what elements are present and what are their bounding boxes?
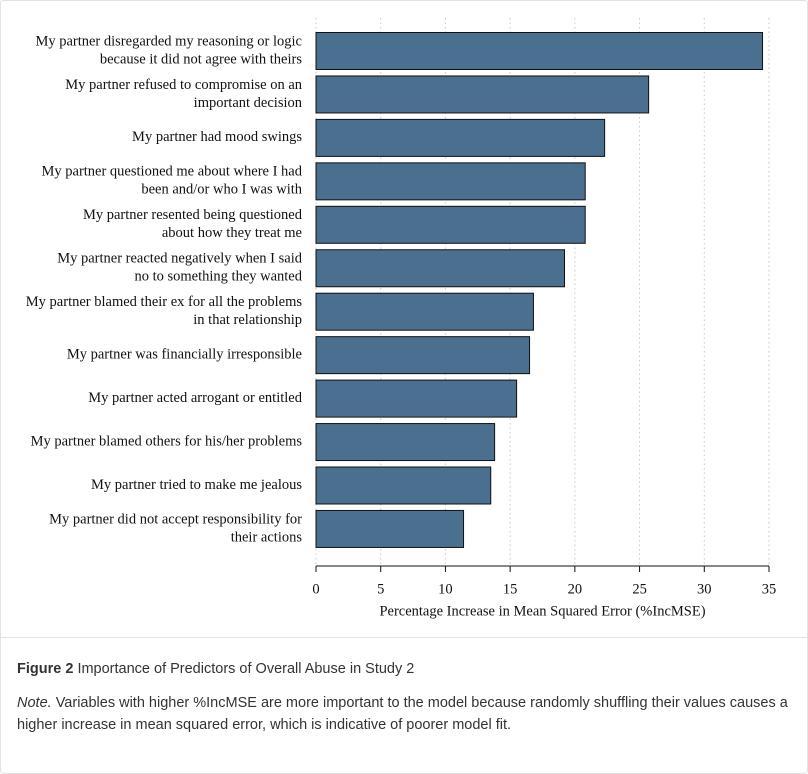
y-tick-label: My partner disregarded my reasoning or l… <box>35 33 302 49</box>
bar <box>315 292 534 331</box>
divider <box>0 637 808 638</box>
y-tick-label: because it did not agree with theirs <box>100 51 302 67</box>
x-tick-label: 25 <box>632 581 647 597</box>
bar <box>315 336 531 375</box>
note-text: Variables with higher %IncMSE are more i… <box>17 695 788 733</box>
y-tick-label: My partner blamed others for his/her pro… <box>31 433 303 449</box>
x-tick-label: 10 <box>438 581 453 597</box>
y-tick-label: My partner reacted negatively when I sai… <box>57 251 303 267</box>
y-tick-label: My partner had mood swings <box>132 129 302 145</box>
y-tick-label: My partner tried to make me jealous <box>91 477 302 493</box>
x-axis-label: Percentage Increase in Mean Squared Erro… <box>379 603 705 619</box>
x-tick-label: 0 <box>312 581 319 597</box>
y-tick-label: been and/or who I was with <box>141 182 302 198</box>
bar <box>315 32 764 70</box>
x-tick-label: 5 <box>377 581 384 597</box>
bar <box>315 205 586 244</box>
x-tick-label: 35 <box>762 581 777 597</box>
y-tick-label: important decision <box>194 95 303 111</box>
caption-title-line: Figure 2 Importance of Predictors of Ove… <box>17 658 792 680</box>
bar <box>315 379 518 418</box>
x-tick-label: 15 <box>503 581 518 597</box>
caption: Figure 2 Importance of Predictors of Ove… <box>17 658 792 748</box>
y-tick-label: My partner resented being questioned <box>83 207 303 223</box>
chart: 0 5 10 15 20 25 30 35 Percentage Increase in Mea… <box>26 18 777 619</box>
y-tick-label: no to something they wanted <box>134 269 302 285</box>
y-tick-label: about how they treat me <box>162 225 302 241</box>
figure-title: Importance of Predictors of Overall Abus… <box>77 661 415 677</box>
note-label: Note. <box>17 695 52 711</box>
y-tick-label: in that relationship <box>193 312 302 328</box>
y-tick-label: My partner did not accept responsibility… <box>49 511 302 527</box>
bar <box>315 509 465 548</box>
bar <box>315 118 606 157</box>
y-tick-label: their actions <box>231 529 303 545</box>
bar <box>315 162 586 201</box>
bar <box>315 466 492 505</box>
x-tick-label: 20 <box>568 581 583 597</box>
bar <box>315 249 566 288</box>
y-tick-label: My partner blamed their ex for all the p… <box>26 294 303 310</box>
y-tick-label: My partner acted arrogant or entitled <box>88 390 303 406</box>
y-tick-label: My partner refused to compromise on an <box>65 77 303 93</box>
x-tick-label: 30 <box>697 581 712 597</box>
y-tick-label: My partner questioned me about where I h… <box>41 164 302 180</box>
note-line: Note. Variables with higher %IncMSE are … <box>17 692 792 736</box>
y-tick-label: My partner was financially irresponsible <box>67 346 302 362</box>
bar <box>315 75 650 114</box>
bar <box>315 423 496 462</box>
figure-label: Figure 2 <box>17 661 74 677</box>
